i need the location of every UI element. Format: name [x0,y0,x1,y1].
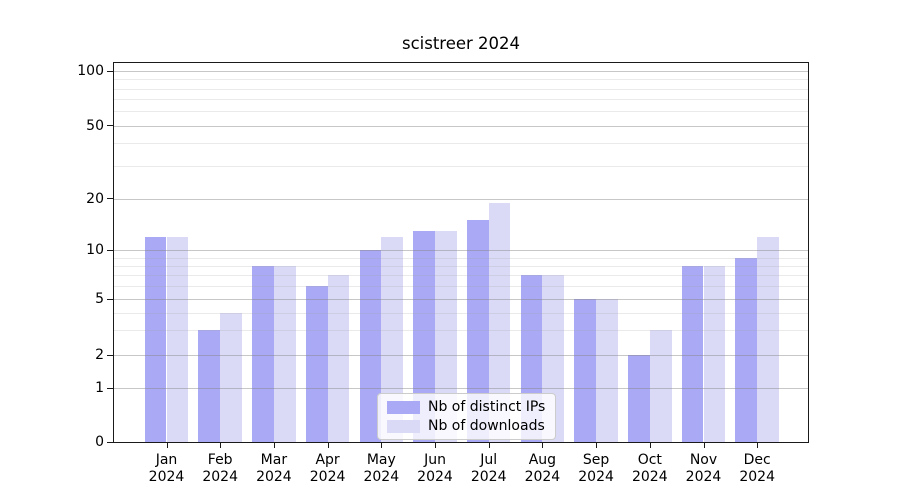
x-axis-tick [703,442,705,448]
bar-nb-of-downloads-jul [488,202,511,442]
x-axis-tick [649,442,651,448]
gridline-minor [114,143,808,145]
bar-nb-of-downloads-mar [273,266,296,442]
y-axis-tick [107,441,113,443]
gridline-major [114,125,808,127]
x-axis-tick [327,442,329,448]
bar-nb-of-distinct-ips-jan [144,236,167,442]
x-axis-tick [757,442,759,448]
y-axis-tick-label: 50 [86,117,104,134]
bar-nb-of-downloads-oct [649,330,672,442]
bar-nb-of-distinct-ips-oct [628,355,650,442]
y-axis-tick [107,125,113,127]
gridline-minor [114,266,808,267]
legend-label: Nb of downloads [428,418,545,434]
gridline-minor [114,257,808,259]
bar-nb-of-distinct-ips-nov [681,266,704,442]
x-axis-tick [220,442,222,448]
x-axis-tick-label: Jan 2024 [148,452,185,485]
y-axis-tick-label: 1 [95,380,104,397]
legend-item: Nb of downloads [387,418,545,434]
gridline-minor [114,111,808,113]
y-axis-tick [107,298,113,300]
x-axis-tick [488,442,490,448]
bar-nb-of-distinct-ips-jul [466,220,489,442]
x-axis-tick-label: Mar 2024 [256,452,292,485]
gridline-major [114,355,808,357]
bar-nb-of-distinct-ips-apr [305,286,328,442]
gridline-major [114,198,808,200]
x-axis-tick [435,442,436,448]
bar-nb-of-downloads-jun [435,230,457,442]
bar-nb-of-distinct-ips-may [359,250,382,442]
gridline-major [114,71,808,72]
x-axis-tick-label: Feb 2024 [202,452,238,485]
bar-nb-of-distinct-ips-dec [735,257,758,442]
x-axis-tick-label: Aug 2024 [524,452,561,485]
bar-nb-of-distinct-ips-jun [413,230,435,442]
gridline-minor [114,88,808,90]
x-axis-tick-label: Apr 2024 [309,452,346,485]
bar-nb-of-downloads-jan [166,236,189,442]
x-axis-tick-label: Jul 2024 [470,452,507,485]
x-axis-tick-label: Oct 2024 [631,452,668,485]
x-axis-tick [542,442,544,448]
x-axis-tick [381,442,383,448]
x-axis-tick-label: Dec 2024 [739,452,775,485]
bar-nb-of-downloads-may [381,236,404,442]
x-axis-tick-label: May 2024 [363,452,400,485]
x-axis-tick-label: Nov 2024 [685,452,722,485]
y-axis-tick-label: 10 [86,242,104,259]
gridline-minor [114,275,808,277]
bar-nb-of-distinct-ips-mar [252,266,274,442]
x-axis-tick [166,442,168,448]
gridline-minor [114,166,808,168]
legend-label: Nb of distinct IPs [428,399,546,415]
y-axis-tick-label: 0 [95,434,104,450]
bar-nb-of-distinct-ips-feb [198,330,221,442]
legend-item: Nb of distinct IPs [387,399,545,415]
chart-title: scistreer 2024 [401,34,521,53]
y-axis-tick [107,249,113,251]
gridline-minor [114,99,808,101]
gridline-major [114,299,808,300]
gridline-minor [114,312,808,314]
y-axis-tick [107,354,113,356]
y-axis-tick [107,70,113,72]
plot-area: 0 1 2 5 10 20 50 100 Jan 2024 Feb 2024 Mar 2024 Apr… [77,62,809,485]
legend: Nb of distinct IPs Nb of downloads [377,393,557,440]
gridline-major [114,388,808,390]
gridline-minor [114,286,808,288]
y-axis-tick [107,198,113,200]
y-axis-tick [107,387,113,389]
bar-nb-of-distinct-ips-sep [574,299,597,442]
x-axis-tick-label: Sep 2024 [578,452,614,485]
y-axis-tick-label: 100 [77,63,104,79]
y-axis-tick-label: 5 [95,291,104,307]
y-axis-tick-label: 20 [86,190,104,207]
legend-swatch [387,400,420,414]
bar-nb-of-downloads-dec [757,236,779,442]
bar-nb-of-downloads-feb [220,312,242,442]
gridline-minor [114,330,808,332]
gridline-minor [114,79,808,81]
legend-swatch [387,419,420,433]
y-axis-tick-label: 2 [95,347,104,364]
bar-nb-of-downloads-nov [703,266,726,442]
bar-nb-of-downloads-sep [596,299,618,442]
gridline-major [114,250,808,252]
x-axis-tick-label: Jun 2024 [417,452,453,485]
x-axis-tick [596,442,598,448]
bar-nb-of-downloads-apr [327,275,350,442]
x-axis-tick [273,442,275,448]
